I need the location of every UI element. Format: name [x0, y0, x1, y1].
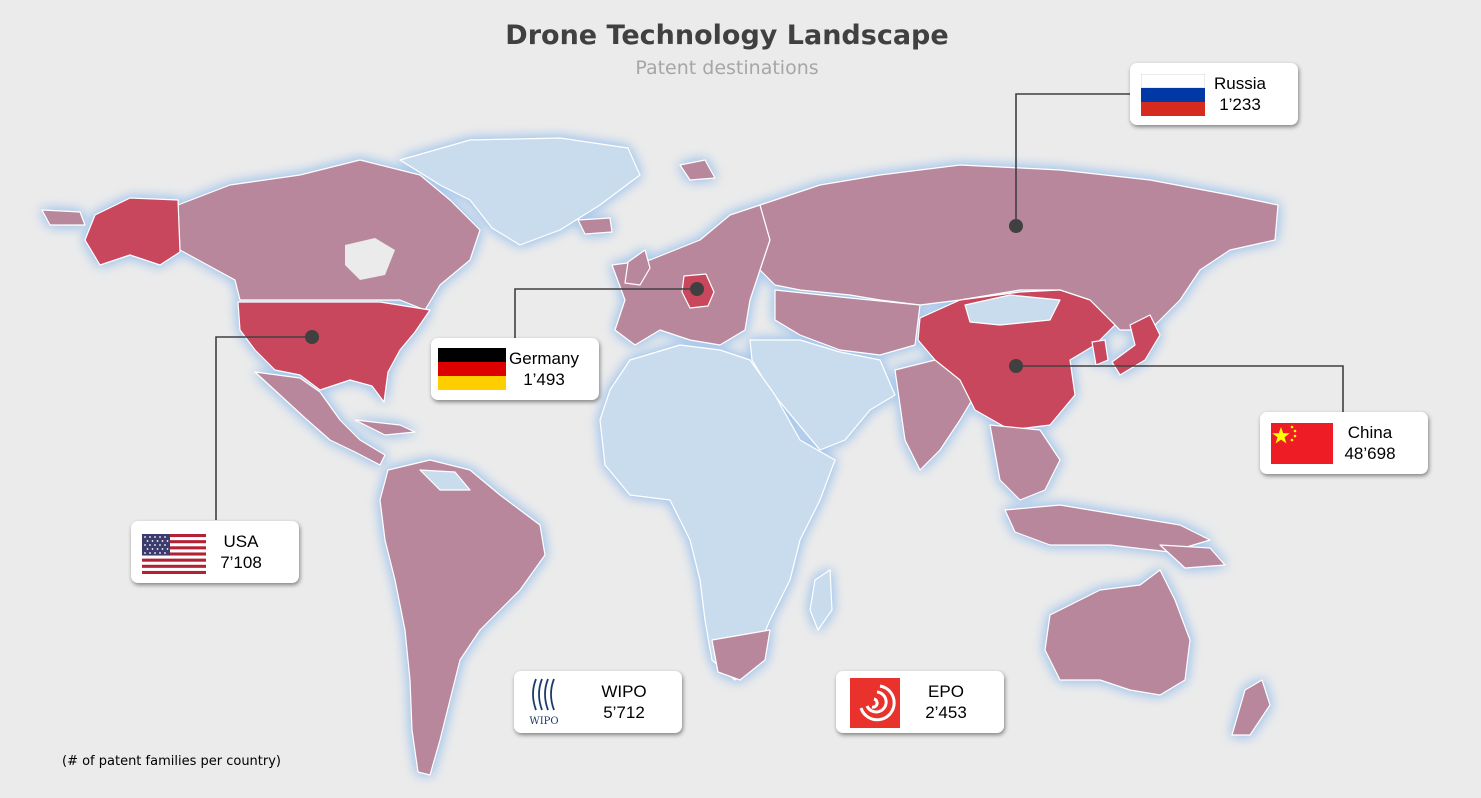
- russia-flag-icon: [1141, 74, 1205, 116]
- china-marker: [1009, 359, 1023, 373]
- epo-name: EPO: [928, 682, 964, 701]
- china-leader-line: [1016, 365, 1344, 412]
- usa-value: 7’108: [220, 553, 262, 572]
- australia-region: [1044, 569, 1191, 696]
- iceland-region: [577, 217, 613, 235]
- indonesia-region: [1004, 504, 1211, 553]
- guiana-region: [419, 469, 471, 491]
- china-name: China: [1347, 423, 1393, 442]
- germany-marker: [690, 282, 704, 296]
- alaska-region: [84, 197, 181, 266]
- country-card-russia[interactable]: Russia 1’233: [1130, 63, 1298, 125]
- se-asia-region: [989, 424, 1061, 501]
- footnote: (# of patent families per country): [62, 754, 282, 769]
- usa-leader-line: [215, 336, 312, 520]
- usa-name: USA: [223, 532, 259, 551]
- germany-name: Germany: [509, 349, 579, 368]
- office-card-epo[interactable]: EPO 2’453: [836, 671, 1004, 733]
- usa-marker: [305, 330, 319, 344]
- wipo-name: WIPO: [601, 682, 647, 701]
- svalbard-region: [679, 159, 716, 181]
- usa-flag-icon: [142, 534, 206, 574]
- aleutian-region: [41, 209, 86, 226]
- country-card-germany[interactable]: Germany 1’493: [431, 338, 599, 400]
- japan-region: [1111, 314, 1161, 376]
- usa-region: [237, 301, 431, 403]
- germany-value: 1’493: [523, 370, 565, 389]
- madagascar-region: [809, 569, 833, 631]
- caribbean-region: [354, 419, 416, 436]
- mexico-region: [254, 371, 386, 466]
- central-asia-region: [774, 289, 921, 356]
- greenland-region: [399, 137, 641, 246]
- epo-logo-icon: [850, 678, 900, 728]
- office-card-wipo[interactable]: WIPO WIPO 5’712: [514, 671, 682, 733]
- new-guinea-region: [1159, 544, 1226, 569]
- russia-leader-line: [1015, 93, 1130, 226]
- russia-marker: [1009, 219, 1023, 233]
- new-zealand-region: [1231, 679, 1271, 736]
- korea-region: [1091, 339, 1109, 366]
- country-card-usa[interactable]: USA 7’108: [131, 521, 299, 583]
- south-america-region: [379, 459, 546, 776]
- wipo-logo-icon: WIPO: [529, 678, 559, 727]
- canada-region: [177, 159, 481, 311]
- russia-value: 1’233: [1219, 95, 1261, 114]
- china-flag-icon: [1271, 423, 1333, 464]
- epo-value: 2’453: [925, 703, 967, 722]
- germany-flag-icon: [438, 348, 506, 390]
- chart-subtitle: Patent destinations: [635, 57, 819, 79]
- china-value: 48’698: [1344, 444, 1396, 463]
- mongolia-region: [964, 294, 1061, 326]
- chart-title: Drone Technology Landscape: [505, 20, 949, 51]
- south-africa-region: [711, 629, 771, 681]
- russia-name: Russia: [1214, 74, 1266, 93]
- uk-region: [624, 249, 651, 286]
- wipo-value: 5’712: [603, 703, 645, 722]
- germany-leader-line: [514, 288, 697, 338]
- hudson-bay: [345, 238, 395, 280]
- country-card-china[interactable]: China 48’698: [1260, 412, 1428, 474]
- wipo-logo-text: WIPO: [529, 716, 558, 727]
